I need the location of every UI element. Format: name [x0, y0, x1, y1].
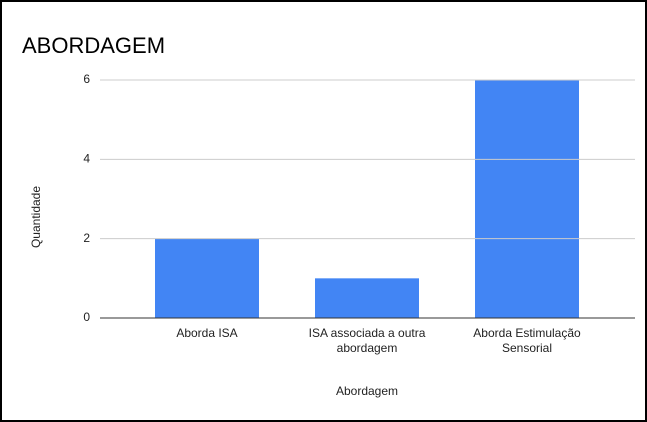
chart-title: ABORDAGEM: [22, 33, 165, 58]
y-axis-title: Quantidade: [29, 186, 43, 248]
y-tick-label: 0: [83, 310, 90, 324]
y-tick-label: 2: [83, 231, 90, 245]
x-tick-label: ISA associada a outra abordagem: [308, 326, 426, 355]
bar: [155, 238, 259, 318]
y-tick-label: 4: [83, 152, 90, 166]
x-tick-label: Aborda ISA: [176, 326, 238, 340]
x-axis-title: Abordagem: [336, 384, 398, 398]
x-tick-label: Aborda Estimulação Sensorial: [473, 326, 581, 355]
bar: [315, 278, 419, 318]
bar: [475, 80, 579, 318]
y-tick-label: 6: [83, 72, 90, 86]
